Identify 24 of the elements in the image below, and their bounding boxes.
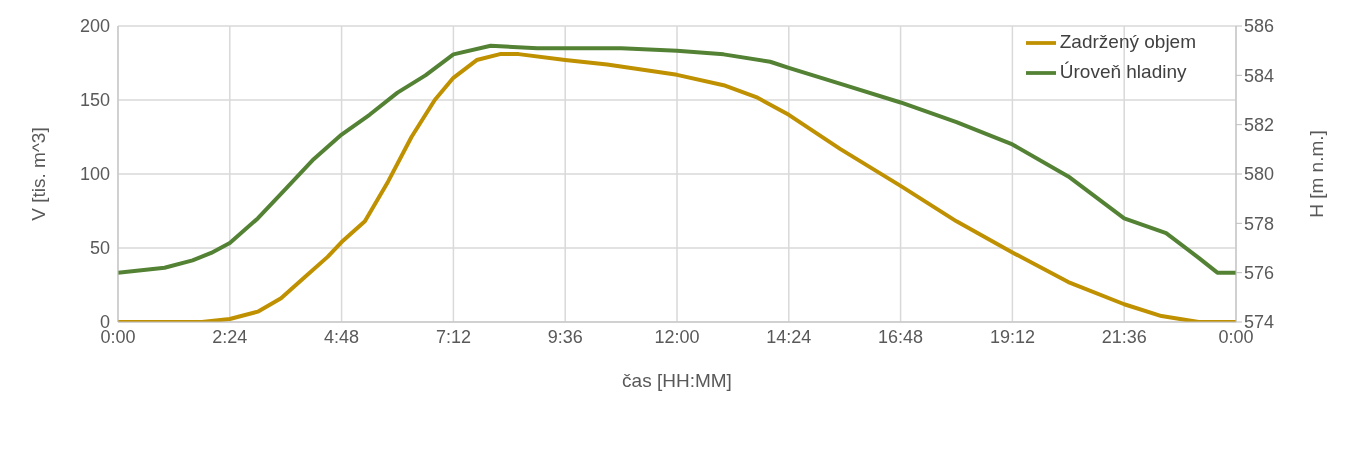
x-tick-label: 4:48 <box>324 326 360 347</box>
legend-label: Úroveň hladiny <box>1059 61 1187 83</box>
y2-tick-label: 584 <box>1244 65 1275 86</box>
y-tick-label: 50 <box>89 238 110 259</box>
y2-tick-label: 580 <box>1244 164 1275 185</box>
y-tick-label: 200 <box>79 16 110 37</box>
y-tick-label: 150 <box>79 90 110 111</box>
y-tick-label: 100 <box>79 164 110 185</box>
x-tick-label: 9:36 <box>547 326 583 347</box>
x-tick-label: 21:36 <box>1101 326 1147 347</box>
y2-tick-label: 586 <box>1244 16 1275 37</box>
y2-axis-title: H [m n.m.] <box>1305 130 1327 218</box>
y-axis-title: V [tis. m^3] <box>27 127 49 221</box>
x-axis-title: čas [HH:MM] <box>622 370 732 391</box>
y2-tick-label: 576 <box>1244 263 1275 284</box>
x-tick-label: 16:48 <box>878 326 924 347</box>
x-tick-label: 14:24 <box>766 326 812 347</box>
y2-tick-label: 582 <box>1244 115 1275 136</box>
x-tick-label: 12:00 <box>654 326 700 347</box>
x-tick-label: 2:24 <box>212 326 248 347</box>
y2-tick-label: 578 <box>1244 213 1275 234</box>
x-tick-label: 19:12 <box>989 326 1035 347</box>
x-tick-label: 7:12 <box>435 326 471 347</box>
legend-label: Zadržený objem <box>1059 31 1196 53</box>
